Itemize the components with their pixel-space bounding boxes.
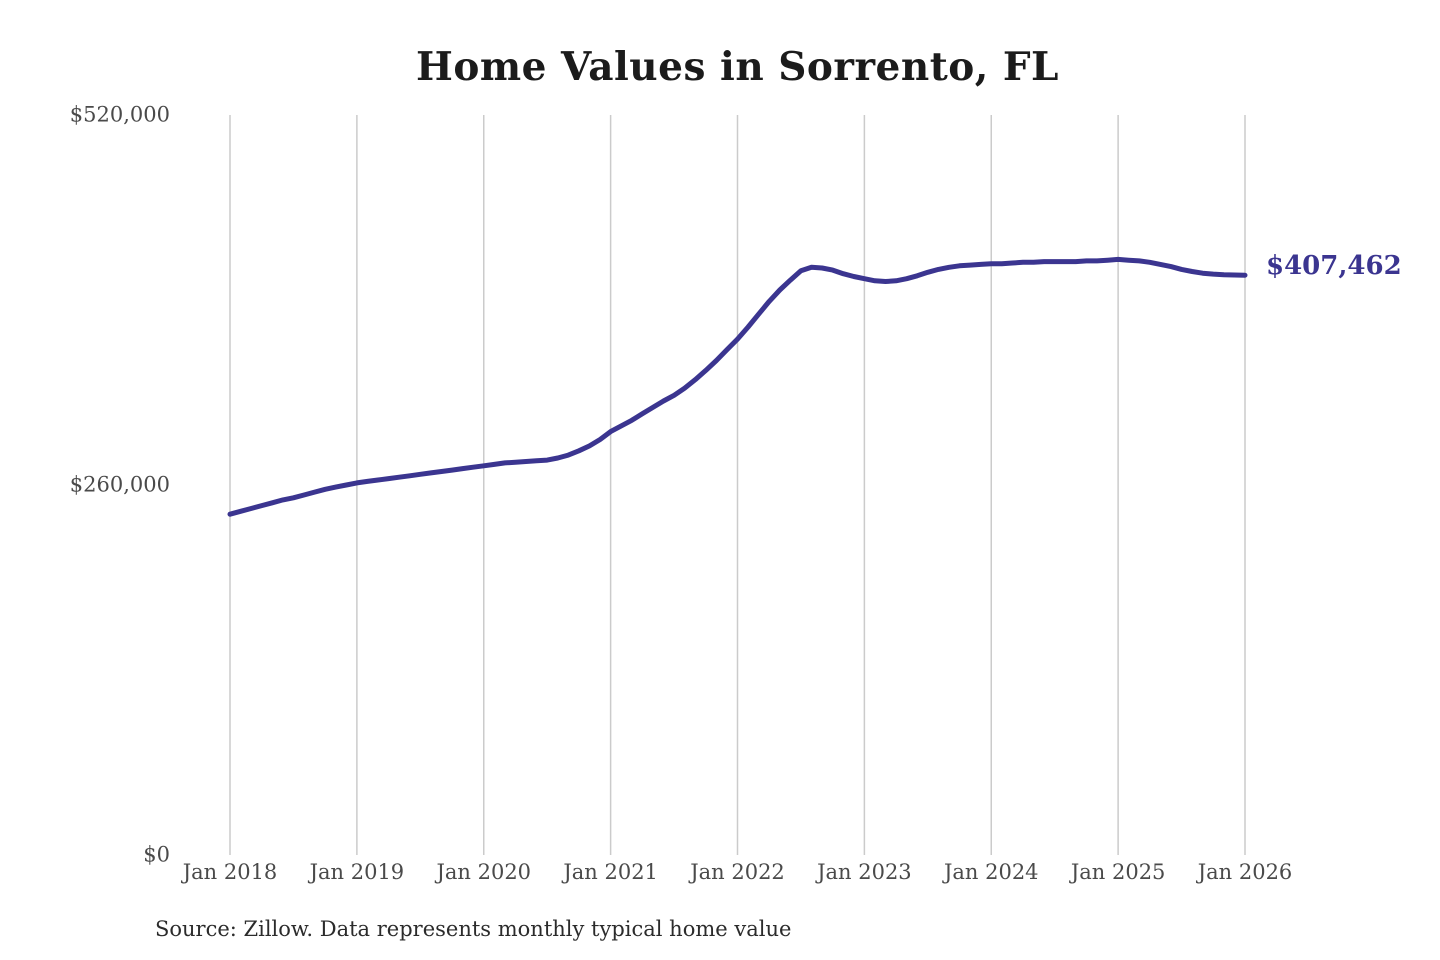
y-axis-tick-label: $520,000 — [69, 102, 170, 127]
x-axis-tick-label: Jan 2019 — [309, 860, 405, 884]
y-axis-tick-label: $0 — [143, 842, 170, 867]
home-value-line-series — [227, 256, 1248, 517]
x-axis-tick-label: Jan 2021 — [563, 860, 658, 884]
source-note: Source: Zillow. Data represents monthly … — [155, 917, 792, 941]
y-axis-tick-label: $260,000 — [69, 472, 170, 497]
x-axis: Jan 2018 Jan 2019 Jan 2020 Jan 2021 Jan 2022… — [0, 860, 1440, 890]
x-axis-tick-label: Jan 2024 — [943, 860, 1039, 884]
x-axis-tick-label: Jan 2020 — [436, 860, 532, 884]
x-axis-tick-label: Jan 2026 — [1197, 860, 1293, 884]
y-axis: $0 $260,000 $520,000 — [0, 0, 170, 960]
x-axis-tick-label: Jan 2025 — [1070, 860, 1166, 884]
x-axis-tick-label: Jan 2022 — [690, 860, 785, 884]
chart-title: Home Values in Sorrento, FL — [416, 44, 1059, 90]
x-axis-tick-label: Jan 2023 — [817, 860, 912, 884]
latest-value-label: $407,462 — [1266, 251, 1402, 281]
x-axis-tick-label: Jan 2018 — [182, 860, 278, 884]
